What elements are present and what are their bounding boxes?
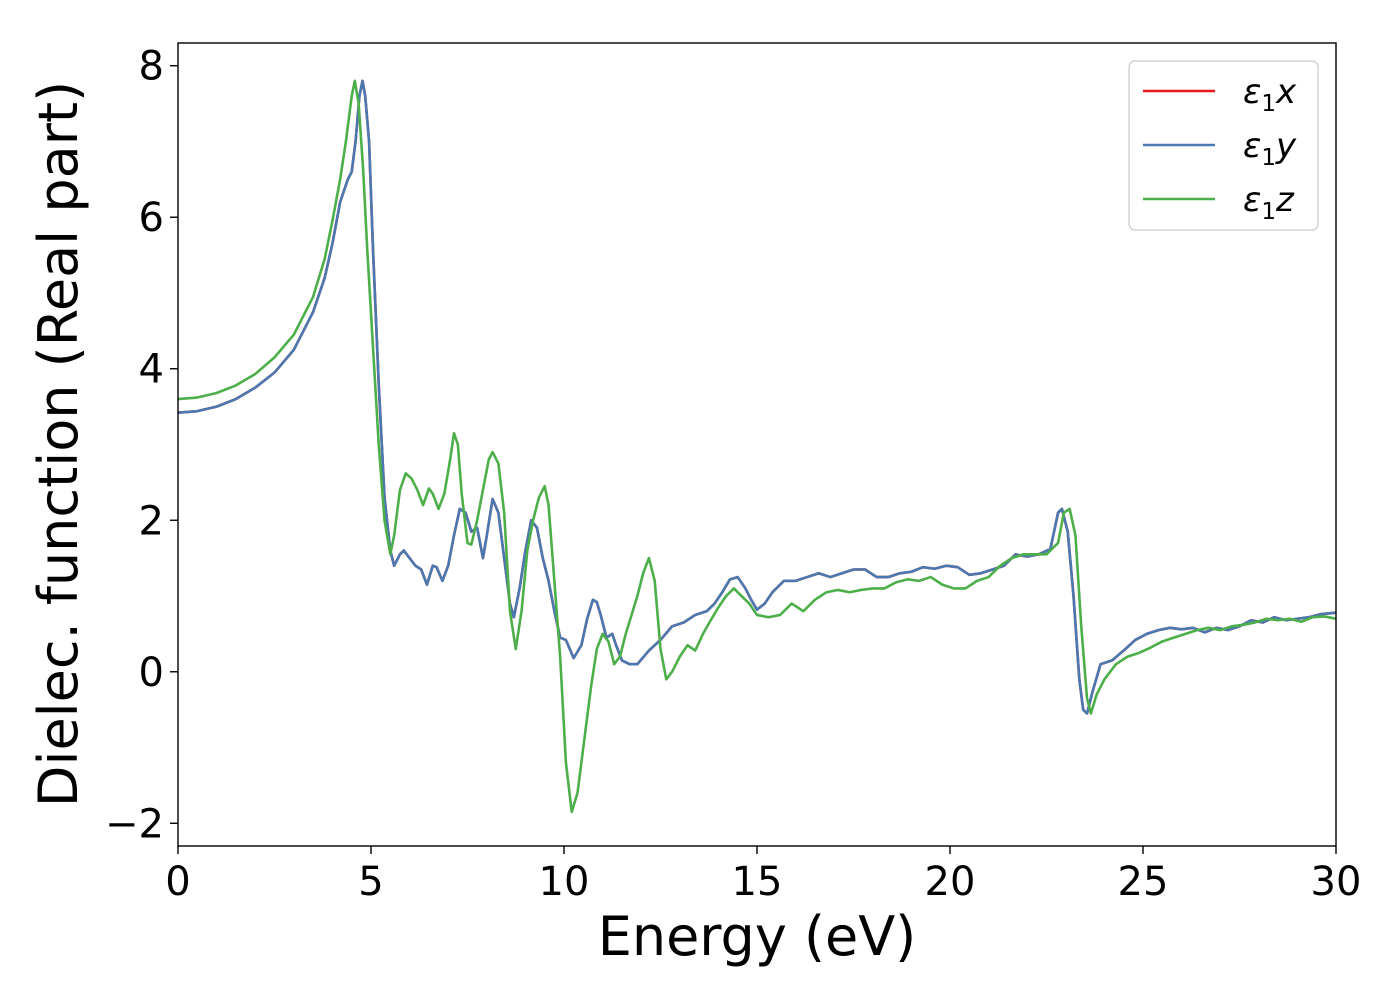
legend-label-1: ε1y [1243,126,1297,171]
y-tick-label: 4 [139,347,164,393]
legend-entries: ε1x ε1y ε1z [1143,72,1297,225]
series-line-2 [178,79,1336,814]
legend-box [1128,60,1319,231]
y-axis-label: Dielec. function (Real part) [27,81,90,807]
x-tick-label: 30 [1311,859,1362,905]
legend-label-0: ε1x [1243,72,1297,117]
x-tick-label: 10 [539,859,590,905]
x-axis-ticks: 0 5 10 15 20 25 30 [165,846,1361,905]
legend-label-2: ε1z [1243,180,1295,225]
y-tick-label: 6 [139,195,164,241]
x-tick-label: 5 [358,859,383,905]
x-axis-label: Energy (eV) [598,905,917,968]
y-axis-ticks: −2 0 2 4 6 8 [105,44,178,847]
legend: ε1x ε1y ε1z [1128,60,1319,231]
x-tick-label: 15 [732,859,783,905]
y-tick-label: −2 [105,801,164,847]
x-tick-label: 20 [925,859,976,905]
y-tick-label: 0 [139,650,164,696]
series-line-1 [178,79,1336,715]
y-tick-label: 2 [139,498,164,544]
x-tick-label: 0 [165,859,190,905]
x-tick-label: 25 [1118,859,1169,905]
y-tick-label: 8 [139,44,164,90]
series-layer [178,79,1336,814]
